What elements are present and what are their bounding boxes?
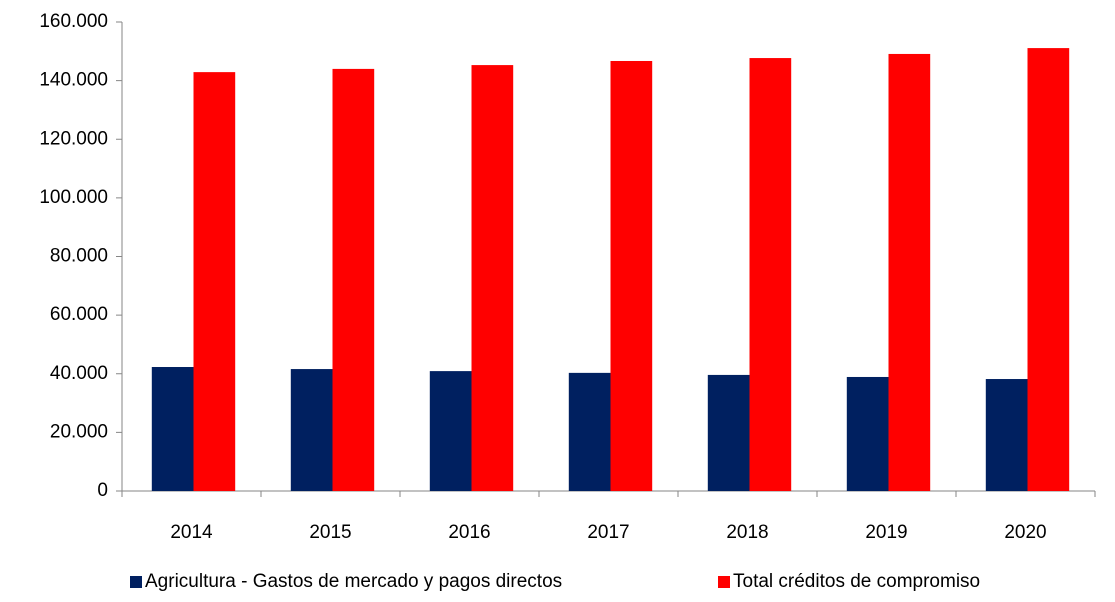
bar	[749, 58, 792, 491]
bar	[846, 376, 889, 491]
y-tick-label: 20.000	[50, 421, 108, 442]
x-tick-label: 2017	[587, 522, 629, 543]
bar	[610, 60, 653, 491]
x-tick-label: 2016	[448, 522, 490, 543]
bar	[332, 68, 375, 492]
y-tick-label: 60.000	[50, 304, 108, 325]
bar	[471, 65, 514, 491]
legend-label: Agricultura - Gastos de mercado y pagos …	[145, 571, 562, 592]
bar	[568, 372, 611, 491]
legend-swatch	[130, 576, 142, 588]
bar	[193, 72, 236, 491]
x-tick-label: 2019	[865, 522, 907, 543]
bar	[429, 371, 472, 491]
y-tick-label: 80.000	[50, 246, 108, 267]
y-tick-label: 120.000	[39, 128, 108, 149]
bar	[151, 367, 194, 491]
bar	[290, 369, 333, 491]
bar	[888, 53, 931, 492]
y-tick-label: 140.000	[39, 70, 108, 91]
legend-swatch	[718, 576, 730, 588]
bar	[1027, 48, 1070, 491]
legend-label: Total créditos de compromiso	[733, 571, 980, 592]
y-tick-label: 0	[97, 480, 108, 501]
y-tick-label: 160.000	[39, 11, 108, 32]
x-tick-label: 2018	[726, 522, 768, 543]
bar	[985, 379, 1028, 491]
x-tick-label: 2015	[309, 522, 351, 543]
bar	[707, 374, 750, 491]
x-tick-label: 2014	[170, 522, 213, 543]
y-tick-label: 40.000	[50, 363, 108, 384]
x-tick-label: 2020	[1004, 522, 1046, 543]
y-tick-label: 100.000	[39, 187, 108, 208]
